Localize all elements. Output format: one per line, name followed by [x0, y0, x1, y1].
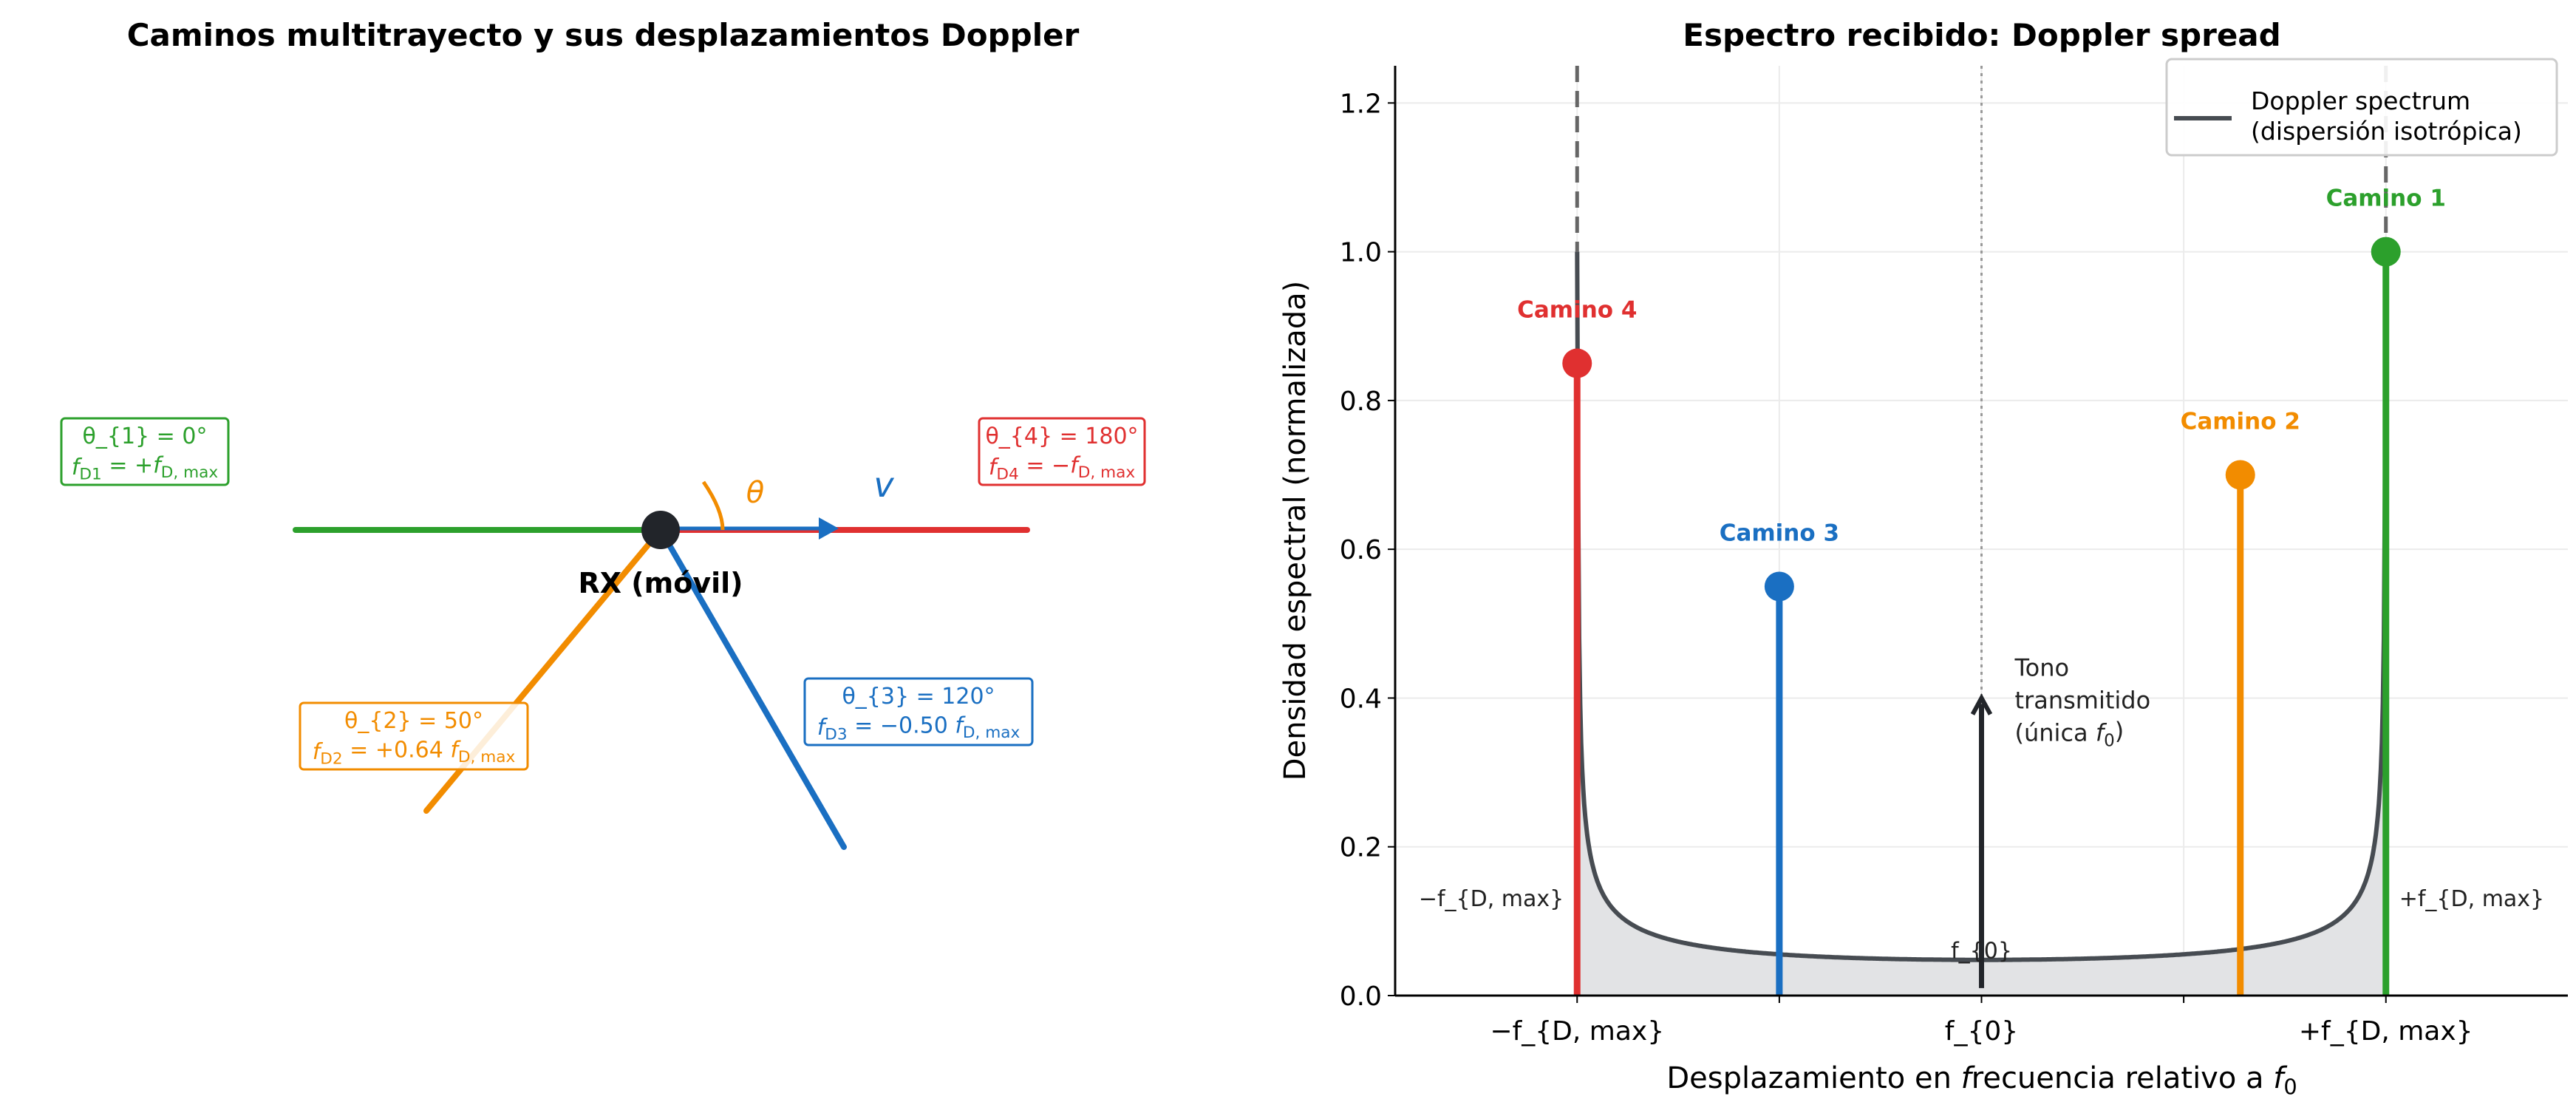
y-tick-label: 0.6: [1340, 535, 1382, 565]
y-tick-label: 0.8: [1340, 387, 1382, 417]
stem-marker-camino-3: [1764, 571, 1794, 602]
stem-label-camino-2: Camino 2: [2181, 409, 2300, 435]
chart-title: Espectro recibido: Doppler spread: [1683, 17, 2280, 53]
path-1-theta: θ_{1} = 0°: [83, 424, 208, 449]
chart-marks: f_{0} Tono transmitido (única f0​) −f_{D, ma…: [1419, 66, 2544, 996]
carrier-annotation-line: transmitido: [2015, 686, 2151, 714]
path-2-doppler: fD2​ = +0.64 fD, max​: [313, 737, 516, 768]
path-3-annotation-box: [803, 677, 1034, 746]
theta-arc: [701, 480, 725, 531]
edge-label-pos: +f_{D, max}: [2399, 886, 2544, 912]
stem-marker-camino-2: [2225, 460, 2255, 490]
legend-label-line1: Doppler spectrum: [2251, 86, 2470, 115]
stem-label-camino-4: Camino 4: [1517, 297, 1637, 324]
rx-label: RX (móvil): [578, 567, 743, 599]
legend: Doppler spectrum (dispersión isotrópica): [2165, 58, 2558, 157]
velocity-label: v: [873, 465, 894, 505]
y-tick-label: 1.2: [1340, 89, 1382, 119]
path-3-ray: [658, 527, 847, 850]
path-1-annotation-box: [60, 417, 230, 486]
path-4-doppler: fD4​ = −fD, max​: [989, 452, 1135, 483]
stem-label-camino-1: Camino 1: [2326, 186, 2446, 212]
rx-node: [641, 511, 680, 549]
path-1-annotation: θ_{1} = 0° fD1​ = +fD, max​: [60, 417, 230, 486]
x-tick-label: −f_{D, max}: [1490, 1016, 1664, 1047]
path-4-annotation-box: [978, 417, 1146, 486]
axes: 0.0 0.2 0.4 0.6 0.8 1.0 1.2 −f_{D, max} f_{0} +f_…: [1340, 66, 2568, 1047]
path-3-theta: θ_{3} = 120°: [842, 684, 995, 710]
legend-frame: [2165, 58, 2558, 157]
velocity-arrow: [661, 517, 839, 540]
stem-marker-camino-1: [2371, 237, 2401, 267]
path-3-annotation: θ_{3} = 120° fD3​ = −0.50 fD, max​: [803, 677, 1034, 746]
y-tick-label: 1.0: [1340, 238, 1382, 268]
path-2-annotation: θ_{2} = 50° fD2​ = +0.64 fD, max​: [299, 701, 529, 771]
velocity-arrow-head: [819, 517, 839, 540]
x-tick-label: f_{0}: [1945, 1016, 2018, 1047]
path-4-annotation: θ_{4} = 180° fD4​ = −fD, max​: [978, 417, 1146, 486]
legend-label-line2: (dispersión isotrópica): [2251, 117, 2522, 146]
carrier-arrow-head: [1970, 693, 1993, 715]
y-tick-label: 0.4: [1340, 684, 1382, 714]
y-tick-label: 0.2: [1340, 833, 1382, 863]
path-4-theta: θ_{4} = 180°: [985, 424, 1138, 449]
carrier-label: f_{0}: [1951, 939, 2012, 965]
carrier-annotation-line: (única f0​): [2015, 717, 2124, 751]
y-tick-label: 0.0: [1340, 982, 1382, 1012]
path-3-doppler: fD3​ = −0.50 fD, max​: [817, 712, 1020, 744]
x-axis-label: Desplazamiento en frecuencia relativo a …: [1666, 1061, 2297, 1100]
edge-label-neg: −f_{D, max}: [1419, 886, 1564, 912]
left-title: Caminos multitrayecto y sus desplazamien…: [127, 17, 1080, 53]
theta-label: θ: [746, 476, 764, 510]
stem-marker-camino-4: [1562, 348, 1592, 378]
y-axis-label: Densidad espectral (normalizada): [1278, 281, 1312, 781]
doppler-spectrum-chart: Espectro recibido: Doppler spread f_{0} T…: [1278, 17, 2568, 1100]
path-2-theta: θ_{2} = 50°: [344, 708, 483, 734]
path-1-doppler: fD1​ = +fD, max​: [72, 452, 218, 483]
carrier-annotation-line: Tono: [2014, 653, 2070, 681]
path-2-annotation-box: [299, 701, 529, 771]
x-tick-label: +f_{D, max}: [2299, 1016, 2473, 1047]
multipath-diagram: Caminos multitrayecto y sus desplazamien…: [60, 17, 1146, 850]
stem-label-camino-3: Camino 3: [1720, 520, 1839, 546]
